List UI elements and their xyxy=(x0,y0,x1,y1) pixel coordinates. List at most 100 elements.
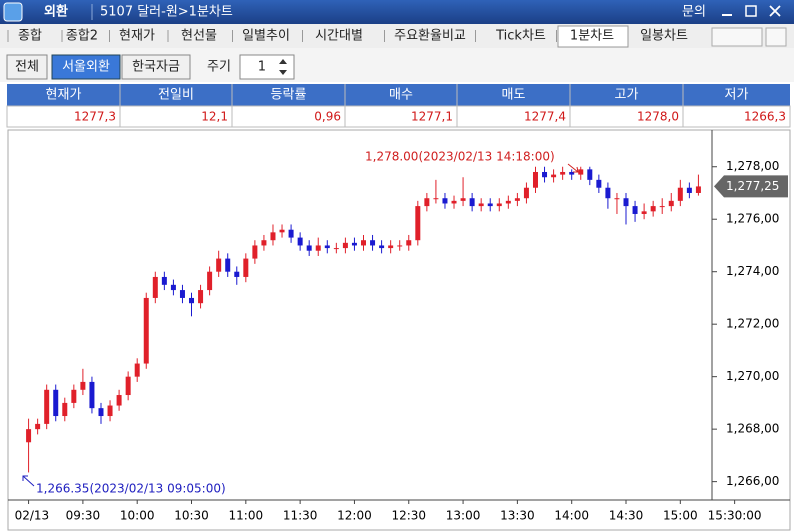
market-button-label[interactable]: 한국자금 xyxy=(132,60,180,75)
spinner[interactable] xyxy=(279,59,287,75)
market-button-label[interactable]: 서울외환 xyxy=(62,60,110,75)
candle-body xyxy=(496,203,502,207)
candle-body xyxy=(569,171,575,175)
x-tick-label: 11:30 xyxy=(283,509,318,523)
tab[interactable]: 주요환율비교 xyxy=(394,29,466,44)
tab[interactable]: 현재가 xyxy=(119,29,155,44)
candle-body xyxy=(623,198,629,207)
candle-body xyxy=(107,405,113,417)
candle-body xyxy=(125,376,131,396)
y-tick-label: 1,270,00 xyxy=(726,369,779,383)
button[interactable] xyxy=(6,54,48,80)
candle-body xyxy=(306,245,312,251)
candle-body xyxy=(677,187,683,201)
candle-body xyxy=(632,206,638,214)
quote-header-cell: 저가 xyxy=(725,88,749,103)
candle-body xyxy=(397,245,403,247)
candle-body xyxy=(333,248,339,250)
quote-value-cell: 0,96 xyxy=(314,110,341,124)
candle-body xyxy=(668,200,674,207)
minimize[interactable] xyxy=(722,14,732,16)
chart-panel xyxy=(7,129,791,531)
y-tick-label: 1,266,00 xyxy=(726,474,779,488)
candle-body xyxy=(216,258,222,272)
tab[interactable]: 종합2 xyxy=(66,29,98,44)
low-annotation: 1,266.35(2023/02/13 09:05:00) xyxy=(36,482,226,496)
candle-body xyxy=(587,169,593,180)
candle-body xyxy=(505,200,511,204)
tab[interactable]: 일별추이 xyxy=(242,29,290,44)
x-tick-label: 13:00 xyxy=(446,509,481,523)
app-icon xyxy=(3,2,23,22)
candle-body xyxy=(207,271,213,291)
tab[interactable]: 현선물 xyxy=(181,29,217,44)
button-active[interactable] xyxy=(51,54,121,80)
candle-body xyxy=(89,381,95,409)
candle-body xyxy=(532,171,538,188)
close[interactable] xyxy=(769,5,781,17)
candle-body xyxy=(198,290,204,304)
candle-body xyxy=(342,242,348,249)
market-button-label[interactable]: 전체 xyxy=(15,60,39,75)
window-controls xyxy=(722,5,781,17)
period-label: 주기 xyxy=(207,60,231,75)
x-tick-label: 12:30 xyxy=(391,509,426,523)
period-input[interactable] xyxy=(239,54,295,80)
candle-body xyxy=(80,381,86,390)
high-annotation: 1,278.00(2023/02/13 14:18:00) xyxy=(365,150,555,164)
candle-body xyxy=(35,423,41,430)
quote-header-cell: 매수 xyxy=(389,88,413,103)
x-tick-label: 14:00 xyxy=(554,509,589,523)
candle-body xyxy=(71,389,77,403)
help-button[interactable]: 문의 xyxy=(682,5,706,20)
button[interactable] xyxy=(121,54,191,80)
quote-header xyxy=(7,84,790,106)
tab[interactable]: 시간대별 xyxy=(315,29,363,44)
candle-body xyxy=(523,187,529,199)
tab[interactable]: Tick차트 xyxy=(495,29,546,44)
candle-body xyxy=(134,363,140,377)
candle-body xyxy=(179,290,185,298)
x-tick-label: 02/13 xyxy=(15,509,50,523)
high-arrow xyxy=(567,163,579,173)
candle-body xyxy=(596,179,602,188)
tab[interactable]: 1분차트 xyxy=(570,29,614,44)
candle-body xyxy=(379,245,385,249)
window-title[interactable]: 5107 달러-원>1분차트 xyxy=(100,5,233,20)
candle-body xyxy=(324,245,330,249)
candle-body xyxy=(614,198,620,200)
candle-body xyxy=(451,200,457,204)
tab[interactable]: 종합 xyxy=(18,29,42,44)
y-tick-label: 1,268,00 xyxy=(726,422,779,436)
last-price-label: 1,277,25 xyxy=(726,179,779,193)
maximize[interactable] xyxy=(745,5,757,17)
period-value[interactable]: 1 xyxy=(258,60,266,75)
quote-value-cell: 1278,0 xyxy=(637,110,679,124)
tab[interactable]: 일봉차트 xyxy=(640,29,688,44)
candle-body xyxy=(361,240,366,246)
quote-value-cell: 1277,1 xyxy=(411,110,453,124)
candle-body xyxy=(641,211,647,214)
candle-body xyxy=(315,245,321,251)
candle-body xyxy=(560,171,566,175)
candle-body xyxy=(53,389,59,417)
candle-body xyxy=(370,240,376,246)
tab-scroll[interactable] xyxy=(711,27,763,47)
x-tick-label: 09:30 xyxy=(66,509,101,523)
candle-body xyxy=(406,240,412,246)
candle-body xyxy=(279,229,285,233)
y-tick-label: 1,274,00 xyxy=(726,264,779,278)
x-tick-label: 10:00 xyxy=(120,509,155,523)
candle-body xyxy=(542,171,548,178)
tab-bar xyxy=(0,24,794,48)
candle-body xyxy=(143,297,149,364)
candle-body xyxy=(605,187,611,199)
candle-body xyxy=(170,284,176,291)
tab-add[interactable] xyxy=(765,27,787,47)
candle-body xyxy=(695,186,701,193)
x-tick-label: 15:00 xyxy=(663,509,698,523)
candle-body xyxy=(351,242,357,246)
candle-body xyxy=(261,240,267,246)
